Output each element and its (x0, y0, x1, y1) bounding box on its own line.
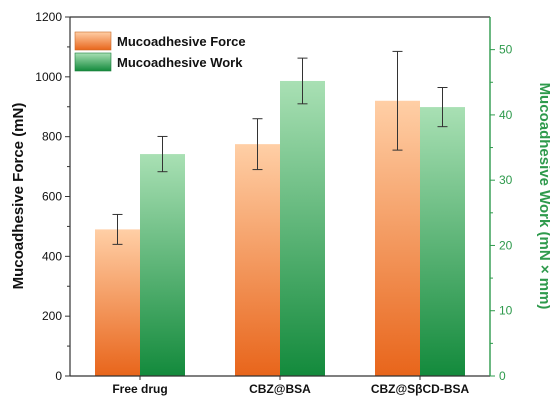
y-tick-right-label: 20 (499, 238, 513, 252)
x-tick-label: CBZ@BSA (249, 382, 311, 396)
y-tick-left-label: 0 (55, 369, 62, 383)
y-tick-left-label: 600 (42, 190, 62, 204)
bar-force (235, 144, 280, 376)
bar-work (420, 107, 465, 377)
y-tick-left-label: 200 (42, 309, 62, 323)
y-tick-right-label: 30 (499, 173, 513, 187)
y-tick-left-label: 1000 (35, 70, 62, 84)
error-bars-layer (112, 50, 448, 245)
y-axis-left-title: Mucoadhesive Force (mN) (10, 103, 27, 290)
legend-label-force: Mucoadhesive Force (117, 34, 246, 49)
bars-layer (95, 80, 465, 377)
axes-layer: Free drug CBZ@BSA CBZ@SβCD-BSA020040060080… (35, 10, 512, 396)
y-tick-left-label: 400 (42, 249, 62, 263)
y-tick-right-label: 40 (499, 108, 513, 122)
legend-swatch-force (74, 31, 112, 51)
x-tick-label: CBZ@SβCD-BSA (371, 382, 470, 396)
bar-force (95, 229, 140, 376)
y-tick-left-label: 800 (42, 130, 62, 144)
y-tick-right-label: 0 (499, 369, 506, 383)
x-tick-label: Free drug (112, 382, 167, 396)
y-axis-right-title: Mucoadhesive Work (mN × mm) (536, 83, 550, 310)
legend-label-work: Mucoadhesive Work (117, 55, 243, 70)
y-tick-right-label: 10 (499, 304, 513, 318)
y-tick-left-label: 1200 (35, 10, 62, 24)
bar-work (280, 80, 325, 376)
bar-work (140, 154, 185, 376)
y-tick-right-label: 50 (499, 43, 513, 57)
legend: Mucoadhesive Force Mucoadhesive Work (74, 31, 246, 72)
legend-swatch-work (74, 52, 112, 72)
